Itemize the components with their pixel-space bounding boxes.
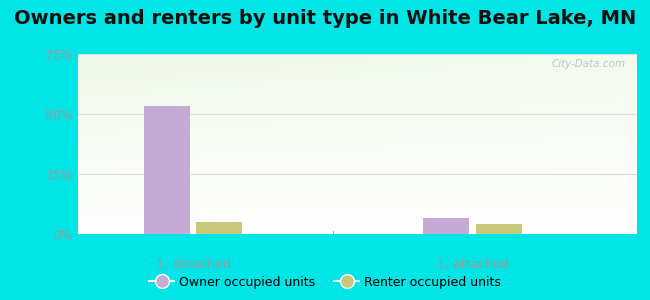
Text: 1, attached: 1, attached	[437, 258, 508, 271]
Legend: Owner occupied units, Renter occupied units: Owner occupied units, Renter occupied un…	[144, 271, 506, 294]
Bar	[476, 224, 522, 234]
Text: City-Data.com: City-Data.com	[552, 59, 626, 69]
Text: Owners and renters by unit type in White Bear Lake, MN: Owners and renters by unit type in White…	[14, 9, 636, 28]
Bar	[423, 218, 469, 234]
Bar	[196, 223, 242, 234]
Bar	[144, 106, 190, 234]
Text: 1, detached: 1, detached	[155, 258, 231, 271]
